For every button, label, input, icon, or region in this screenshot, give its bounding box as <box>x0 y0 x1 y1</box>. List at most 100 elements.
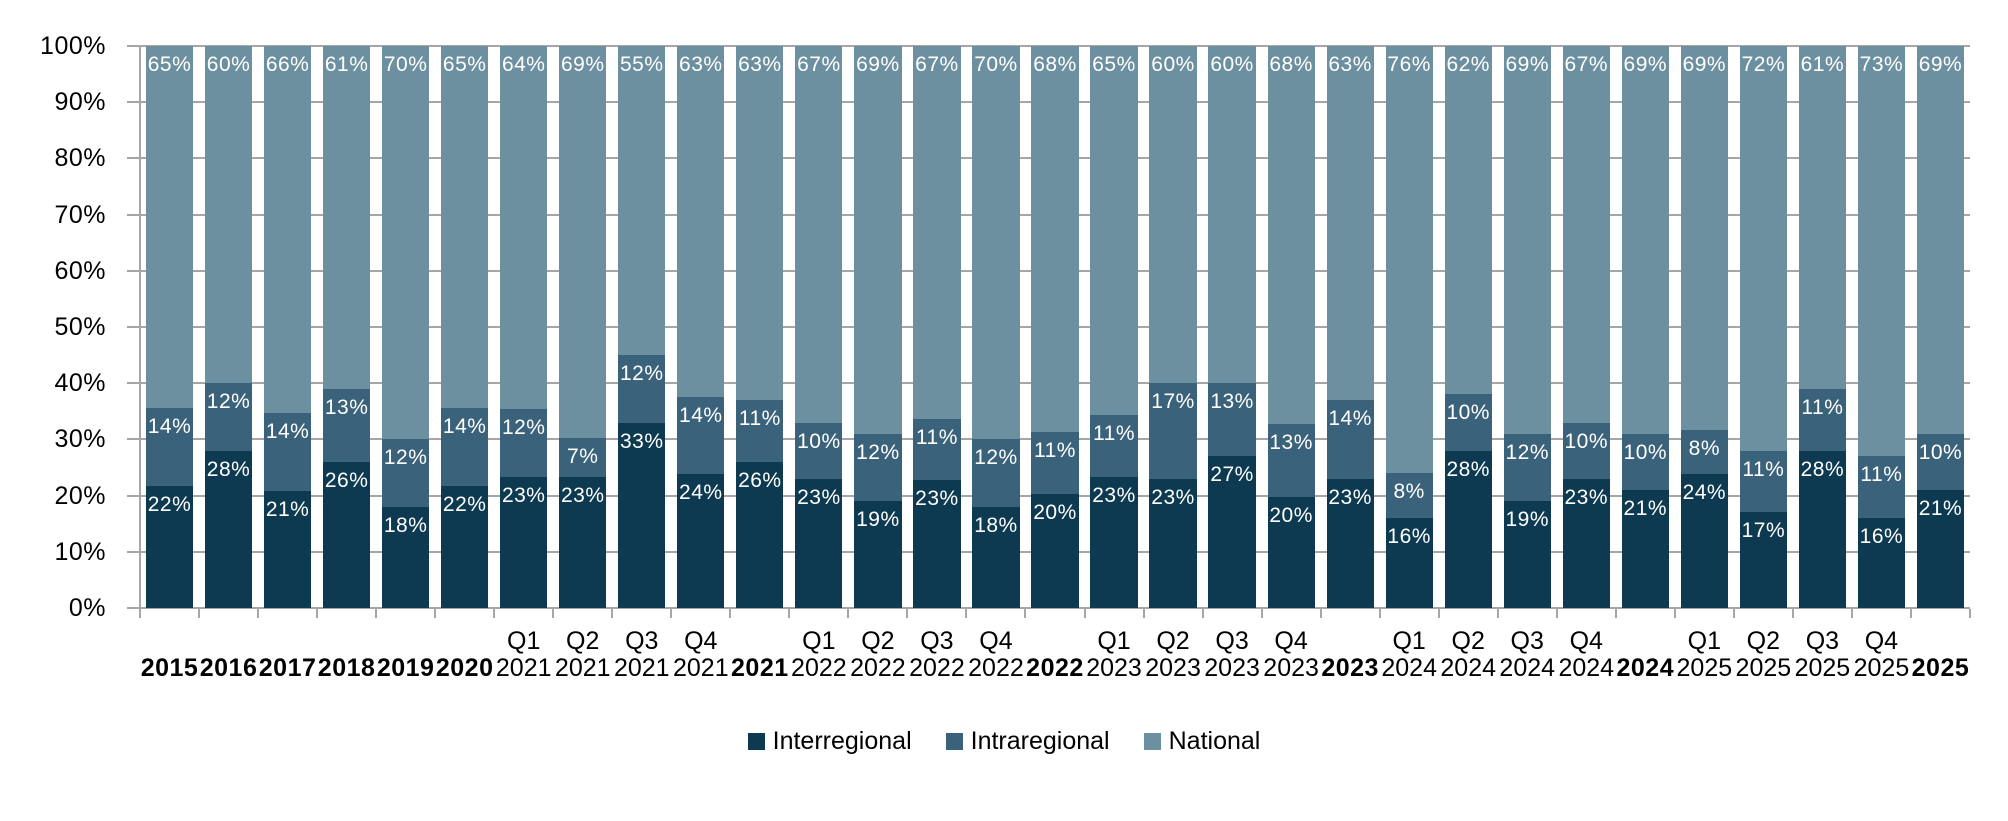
segment-interregional: 21% <box>1916 489 1965 608</box>
segment-value-label: 18% <box>383 513 428 537</box>
segment-value-label: 11% <box>1860 463 1903 487</box>
segment-value-label: 64% <box>501 53 546 76</box>
segment-value-label: 65% <box>1092 53 1136 76</box>
segment-interregional: 23% <box>559 477 607 608</box>
segment-intraregional: 12% <box>854 433 902 502</box>
bar-column: 62% 10% 28% <box>1439 46 1498 608</box>
segment-value-label: 61% <box>324 53 369 76</box>
x-label-year: 2022 <box>968 654 1024 682</box>
bar-column: 60% 13% 27% <box>1203 46 1262 608</box>
legend-label: Interregional <box>772 727 912 755</box>
segment-value-label: 65% <box>147 53 192 76</box>
segment-interregional: 20% <box>1267 496 1315 608</box>
segment-intraregional: 14% <box>677 396 725 475</box>
segment-value-label: 8% <box>1688 436 1720 460</box>
segment-interregional: 22% <box>441 485 489 608</box>
x-label-q1-2024: Q1 2024 <box>1380 618 1439 682</box>
bar-column: 73% 11% 16% <box>1852 46 1911 608</box>
x-label-year: 2022 <box>791 654 847 682</box>
segment-value-label: 67% <box>797 53 841 76</box>
segment-value-label: 21% <box>265 498 310 522</box>
bar-2020: 65% 14% 22% <box>441 46 489 608</box>
x-label-year: 2023 <box>1086 654 1142 682</box>
x-tick-mark <box>1614 609 1617 618</box>
x-label-year: 2025 <box>1853 654 1910 682</box>
x-tick-mark <box>552 609 555 618</box>
x-label-year: 2021 <box>613 654 670 682</box>
segment-national: 65% <box>145 46 194 408</box>
segment-intraregional: 14% <box>145 407 194 486</box>
segment-intraregional: 17% <box>1149 383 1197 479</box>
x-label-q1-2022: Q1 2022 <box>789 618 848 682</box>
segment-value-label: 33% <box>620 429 664 453</box>
x-label-q4-2025: Q4 2025 <box>1852 618 1911 682</box>
x-label-2017: 2017 <box>258 618 317 682</box>
segment-value-label: 13% <box>1269 431 1313 455</box>
segment-intraregional: 8% <box>1680 429 1728 475</box>
segment-national: 62% <box>1444 46 1492 395</box>
x-label-quarter: Q1 <box>1097 627 1131 655</box>
bar-column: 68% 11% 20% <box>1025 46 1084 608</box>
segment-national: 66% <box>263 46 312 414</box>
x-tick-mark <box>729 609 732 618</box>
segment-value-label: 60% <box>1151 53 1195 76</box>
x-label-q3-2022: Q3 2022 <box>907 618 966 682</box>
x-label-quarter: Q4 <box>1274 627 1308 655</box>
bar-q4-2023: 68% 13% 20% <box>1267 46 1315 608</box>
legend-label: National <box>1168 727 1261 755</box>
segment-interregional: 16% <box>1385 518 1433 608</box>
segment-intraregional: 11% <box>736 400 784 462</box>
x-tick-mark <box>1260 609 1263 618</box>
segment-value-label: 62% <box>1446 53 1490 76</box>
segment-interregional: 26% <box>736 461 784 608</box>
x-label-q4-2023: Q4 2023 <box>1262 618 1321 682</box>
bar-2024: 69% 10% 21% <box>1621 46 1669 608</box>
x-label-quarter: Q2 <box>861 627 895 655</box>
x-tick-mark <box>139 609 141 618</box>
x-label-year: 2024 <box>1616 654 1675 682</box>
segment-intraregional: 10% <box>795 422 843 479</box>
bar-column: 69% 12% 19% <box>1498 46 1557 608</box>
x-label-q3-2025: Q3 2025 <box>1793 618 1852 682</box>
x-tick-mark <box>1083 609 1086 618</box>
segment-value-label: 11% <box>738 407 781 431</box>
bar-q3-2021: 55% 12% 33% <box>618 46 666 608</box>
x-tick-mark <box>1378 609 1381 618</box>
y-tick-label: 60% <box>54 256 106 285</box>
segment-intraregional: 11% <box>1798 388 1846 451</box>
segment-interregional: 22% <box>145 485 194 608</box>
segment-intraregional: 12% <box>618 355 666 423</box>
legend-item-intraregional: Intraregional <box>945 727 1110 756</box>
bar-q3-2025: 61% 11% 28% <box>1798 46 1846 608</box>
segment-value-label: 14% <box>679 403 723 427</box>
legend-item-interregional: Interregional <box>747 727 912 756</box>
x-tick-mark <box>1791 609 1794 618</box>
segment-national: 69% <box>1680 46 1728 430</box>
bar-column: 65% 14% 22% <box>140 46 199 608</box>
segment-value-label: 19% <box>1505 508 1549 532</box>
x-label-year: 2024 <box>1440 654 1497 682</box>
segment-value-label: 12% <box>620 362 664 386</box>
segment-interregional: 23% <box>795 478 843 608</box>
segment-value-label: 11% <box>1093 421 1135 445</box>
x-label-year: 2024 <box>1558 654 1615 682</box>
bar-column: 55% 12% 33% <box>612 46 671 608</box>
segment-value-label: 11% <box>1742 457 1785 481</box>
bar-q3-2024: 69% 12% 19% <box>1503 46 1551 608</box>
bar-2017: 66% 14% 21% <box>263 46 312 608</box>
segment-intraregional: 12% <box>972 439 1020 507</box>
segment-value-label: 10% <box>1623 440 1668 464</box>
segment-intraregional: 8% <box>1385 473 1433 519</box>
segment-value-label: 12% <box>501 416 546 440</box>
x-label-year: 2022 <box>1026 654 1084 682</box>
segment-value-label: 18% <box>974 513 1018 537</box>
x-label-quarter: Q3 <box>1510 627 1544 655</box>
x-tick-mark <box>375 609 378 618</box>
segment-value-label: 23% <box>915 487 959 510</box>
segment-value-label: 16% <box>1387 525 1431 549</box>
segment-intraregional: 12% <box>500 409 548 478</box>
x-tick-mark <box>1496 609 1499 618</box>
x-tick-mark <box>434 609 437 618</box>
x-label-q3-2023: Q3 2023 <box>1203 618 1262 682</box>
bar-q2-2024: 62% 10% 28% <box>1444 46 1492 608</box>
